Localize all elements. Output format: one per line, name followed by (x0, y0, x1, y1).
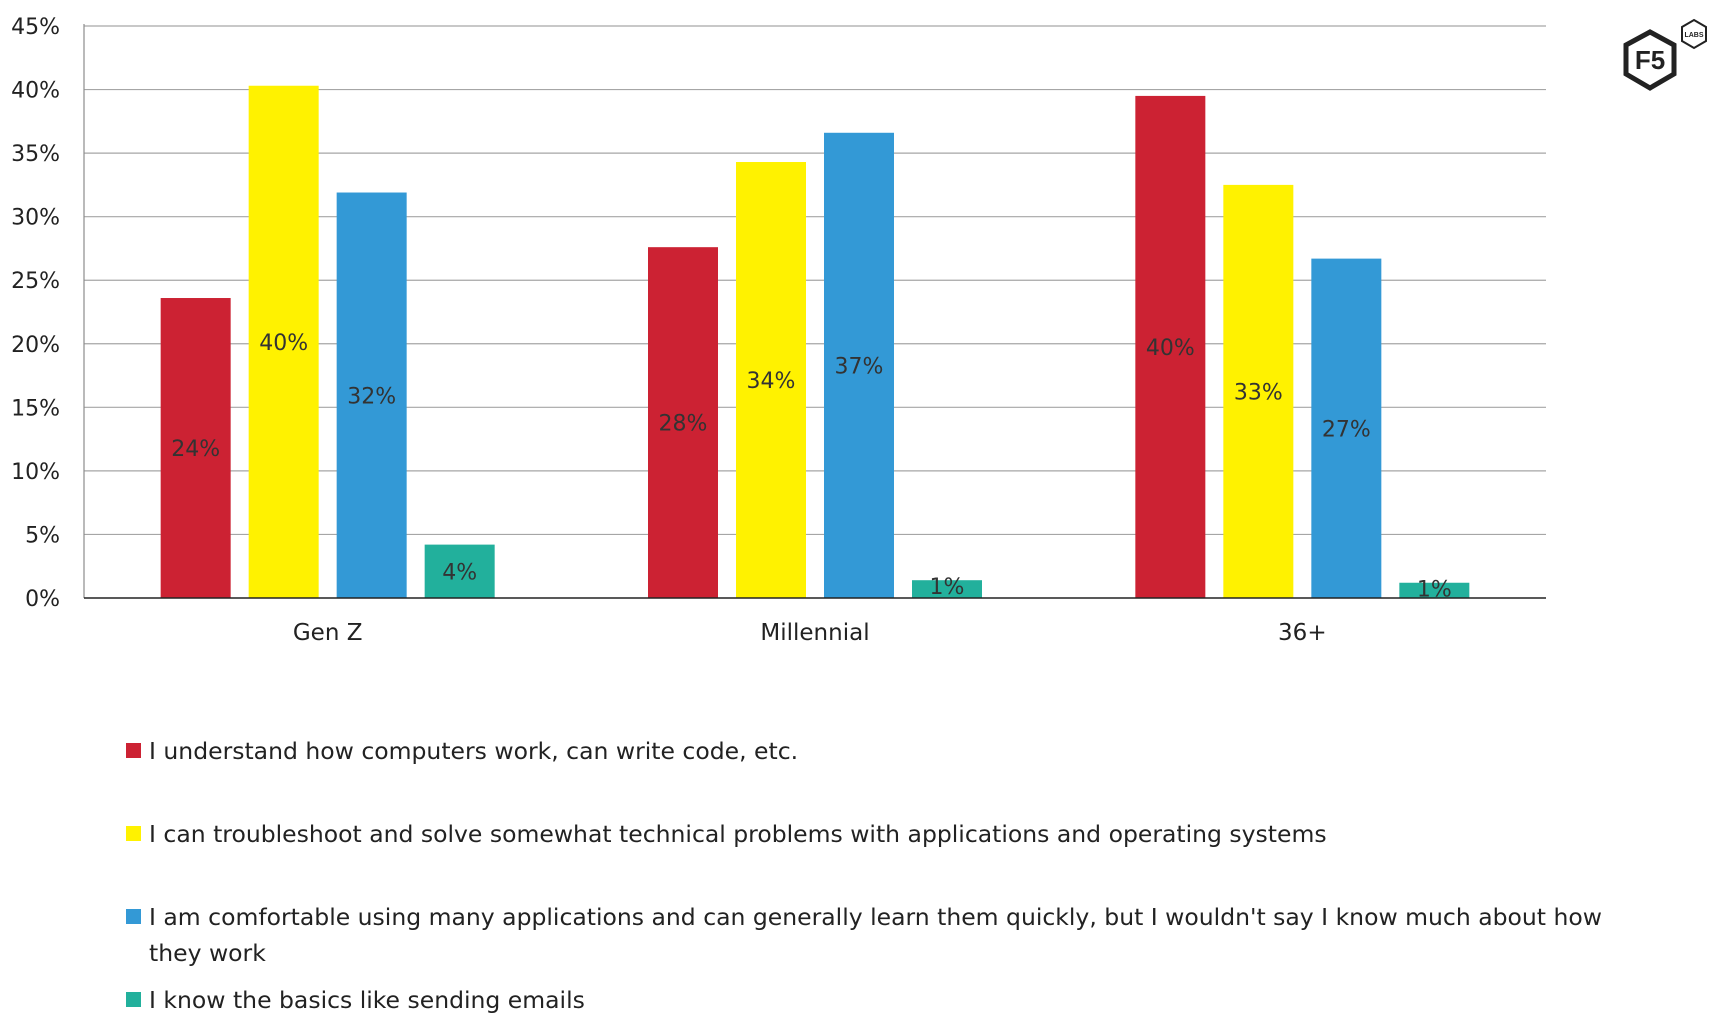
bar (248, 85, 319, 598)
logo-small-hexagon (1681, 18, 1707, 50)
data-label: 33% (1234, 380, 1283, 405)
bar (1135, 95, 1206, 599)
f5-labs-logo: F5 LABS (1623, 18, 1707, 91)
bar-chart: 0% 5% 10% 15% 20% 25% 30% 35% 40% 45% 24% 40% 32% 4%… (11, 15, 1546, 646)
data-label: 32% (347, 384, 396, 409)
y-tick-label: 5% (25, 523, 60, 548)
bar (160, 298, 231, 598)
data-label: 1% (1417, 578, 1452, 603)
x-category-label: Gen Z (293, 620, 363, 646)
bar (424, 544, 495, 598)
logo-sub-text: LABS (1684, 32, 1703, 39)
data-label: 4% (442, 560, 477, 585)
bar (336, 192, 407, 598)
y-tick-label: 15% (11, 396, 60, 421)
legend-swatch (126, 743, 141, 758)
legend-swatch (126, 992, 141, 1007)
y-tick-label: 25% (11, 269, 60, 294)
logo-hexagon (1623, 29, 1677, 91)
bar (912, 580, 982, 598)
y-tick-label: 40% (11, 79, 60, 104)
bar (736, 162, 806, 598)
y-tick-label: 35% (11, 142, 60, 167)
x-category-label: Millennial (760, 620, 869, 646)
bar (648, 247, 718, 598)
y-tick-label: 20% (11, 333, 60, 358)
legend-item-comfortable-apps: I am comfortable using many applications… (126, 899, 1626, 971)
legend-item-basics: I know the basics like sending emails (126, 982, 1626, 1018)
data-label: 24% (171, 437, 220, 462)
legend-swatch (126, 826, 141, 841)
x-category-label: 36+ (1278, 620, 1327, 646)
data-label: 40% (1146, 336, 1195, 361)
y-tick-label: 0% (25, 587, 60, 612)
data-label: 37% (835, 354, 884, 379)
bar (1399, 582, 1470, 598)
data-label: 28% (659, 412, 708, 437)
data-label: 1% (930, 575, 965, 600)
bar (824, 132, 894, 599)
legend-item-troubleshoot: I can troubleshoot and solve somewhat te… (126, 816, 1626, 852)
bar (1223, 184, 1294, 598)
y-tick-label: 10% (11, 460, 60, 485)
gridlines (84, 25, 1546, 536)
data-label: 27% (1322, 417, 1371, 442)
data-labels: 24% 40% 32% 4% 28% 34% 37% 1% 40% 33% 27% 1% (171, 331, 1452, 603)
legend-label: I understand how computers work, can wri… (149, 737, 799, 765)
legend-label: I can troubleshoot and solve somewhat te… (149, 820, 1327, 848)
legend-swatch (126, 909, 141, 924)
data-label: 34% (747, 369, 796, 394)
bars (160, 85, 1470, 599)
y-axis: 0% 5% 10% 15% 20% 25% 30% 35% 40% 45% (11, 15, 85, 612)
y-tick-label: 45% (11, 15, 60, 40)
y-tick-label: 30% (11, 206, 60, 231)
legend-item-understand-computers: I understand how computers work, can wri… (126, 733, 1626, 769)
bar (1311, 258, 1382, 598)
x-axis: Gen Z Millennial 36+ (84, 597, 1546, 646)
data-label: 40% (259, 331, 308, 356)
legend-label: I know the basics like sending emails (149, 986, 585, 1014)
logo-main-text: F5 (1635, 45, 1665, 75)
legend-label: I am comfortable using many applications… (149, 903, 1602, 967)
